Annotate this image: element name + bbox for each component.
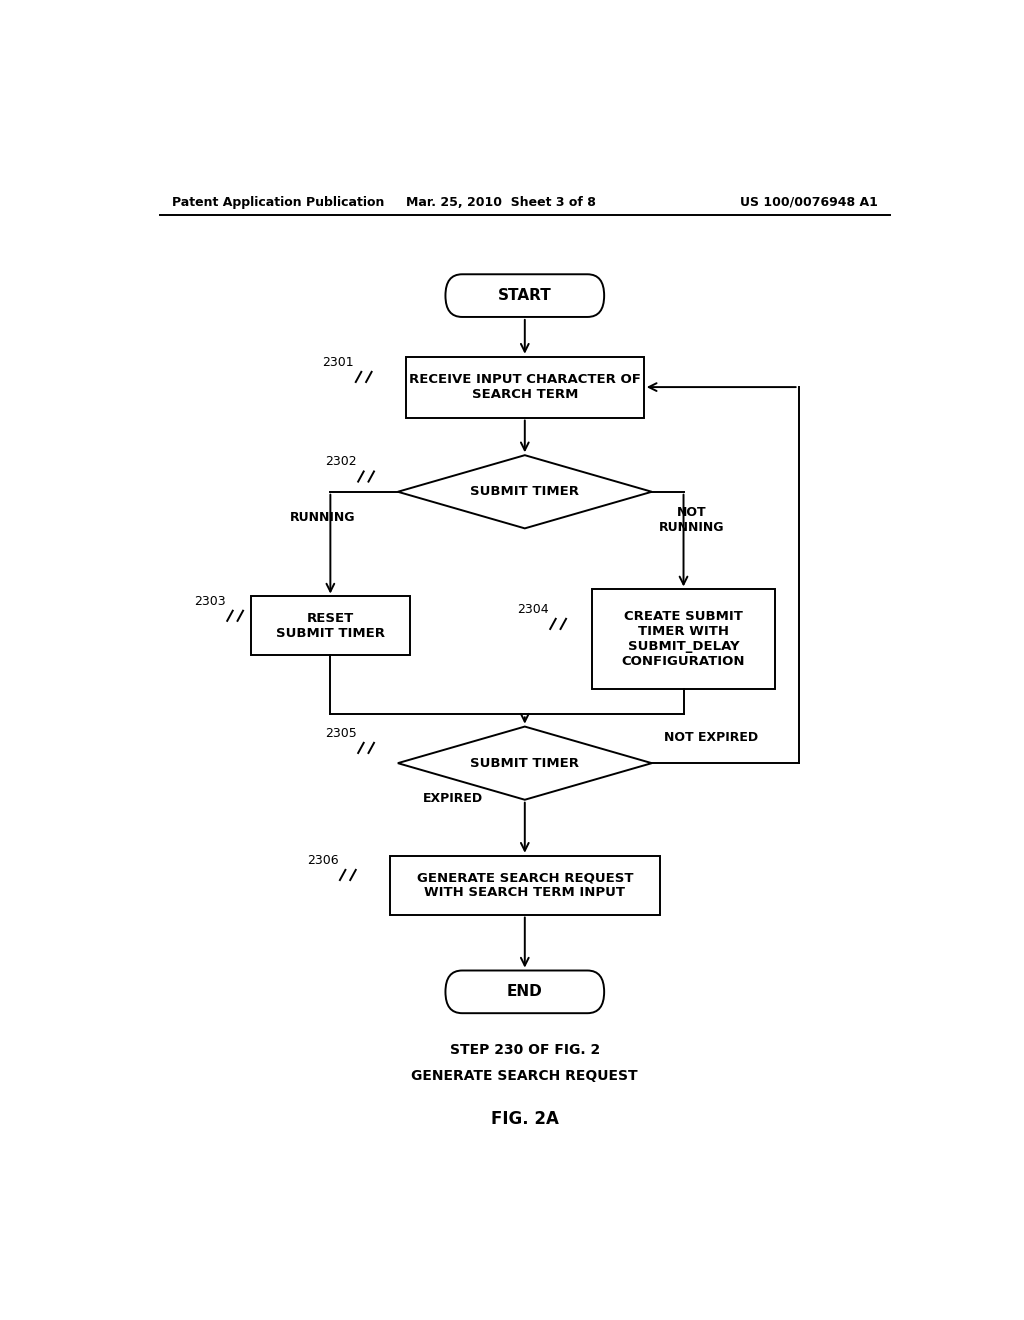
Text: GENERATE SEARCH REQUEST
WITH SEARCH TERM INPUT: GENERATE SEARCH REQUEST WITH SEARCH TERM… [417,871,633,899]
Text: GENERATE SEARCH REQUEST: GENERATE SEARCH REQUEST [412,1069,638,1082]
Polygon shape [397,455,652,528]
FancyBboxPatch shape [445,970,604,1014]
Text: CREATE SUBMIT
TIMER WITH
SUBMIT_DELAY
CONFIGURATION: CREATE SUBMIT TIMER WITH SUBMIT_DELAY CO… [622,610,745,668]
Text: RUNNING: RUNNING [290,511,355,524]
Text: 2304: 2304 [517,603,549,615]
Bar [251,597,410,656]
Text: 2306: 2306 [306,854,338,867]
Polygon shape [397,726,652,800]
Text: Mar. 25, 2010  Sheet 3 of 8: Mar. 25, 2010 Sheet 3 of 8 [407,195,596,209]
Text: NOT
RUNNING: NOT RUNNING [658,507,724,535]
Text: EXPIRED: EXPIRED [423,792,483,805]
Text: 2305: 2305 [325,727,356,739]
Text: RESET
SUBMIT TIMER: RESET SUBMIT TIMER [275,612,385,640]
Text: RECEIVE INPUT CHARACTER OF
SEARCH TERM: RECEIVE INPUT CHARACTER OF SEARCH TERM [409,374,641,401]
Bar [406,356,644,417]
Bar [592,589,775,689]
Text: STEP 230 OF FIG. 2: STEP 230 OF FIG. 2 [450,1043,600,1057]
Text: NOT EXPIRED: NOT EXPIRED [665,731,759,744]
Text: FIG. 2A: FIG. 2A [490,1110,559,1127]
Text: Patent Application Publication: Patent Application Publication [172,195,384,209]
Text: SUBMIT TIMER: SUBMIT TIMER [470,756,580,770]
Text: 2301: 2301 [323,356,354,368]
Text: START: START [498,288,552,304]
Bar [390,855,659,915]
Text: SUBMIT TIMER: SUBMIT TIMER [470,486,580,498]
Text: 2302: 2302 [325,455,356,469]
Text: US 100/0076948 A1: US 100/0076948 A1 [740,195,878,209]
Text: END: END [507,985,543,999]
Text: 2303: 2303 [194,594,225,607]
FancyBboxPatch shape [445,275,604,317]
